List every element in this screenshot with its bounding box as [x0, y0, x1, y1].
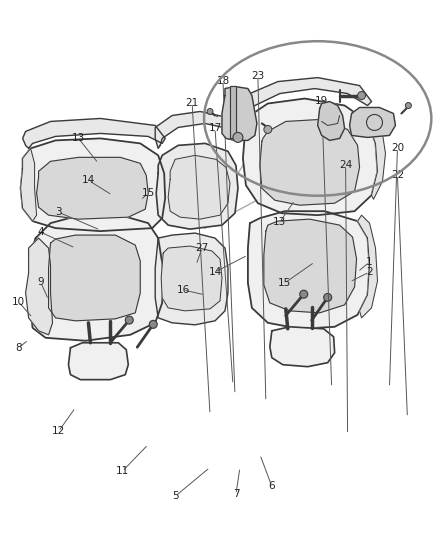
Polygon shape — [49, 235, 140, 321]
Polygon shape — [155, 233, 228, 325]
Polygon shape — [21, 139, 165, 231]
Circle shape — [207, 109, 213, 115]
Polygon shape — [318, 101, 345, 140]
Polygon shape — [28, 215, 162, 341]
Circle shape — [357, 92, 366, 100]
Text: 12: 12 — [52, 426, 65, 437]
Text: 21: 21 — [185, 98, 199, 108]
Circle shape — [125, 316, 133, 324]
Polygon shape — [156, 143, 238, 229]
Text: 3: 3 — [55, 207, 62, 217]
Polygon shape — [222, 86, 257, 140]
Text: 22: 22 — [391, 170, 404, 180]
Polygon shape — [161, 246, 222, 311]
Polygon shape — [243, 99, 378, 215]
Text: 11: 11 — [116, 466, 129, 477]
Text: 14: 14 — [208, 267, 222, 277]
Text: 10: 10 — [12, 297, 25, 307]
Text: 27: 27 — [195, 243, 208, 253]
Polygon shape — [367, 116, 385, 199]
Text: 4: 4 — [37, 227, 44, 237]
Polygon shape — [37, 157, 148, 219]
Text: 14: 14 — [82, 175, 95, 185]
Text: 19: 19 — [315, 95, 328, 106]
Text: 7: 7 — [233, 489, 239, 499]
Polygon shape — [270, 327, 335, 367]
Text: 18: 18 — [216, 76, 230, 86]
Polygon shape — [264, 219, 357, 313]
Text: 2: 2 — [366, 267, 373, 277]
Text: 5: 5 — [172, 491, 178, 501]
Polygon shape — [350, 108, 396, 138]
Circle shape — [300, 290, 308, 298]
Polygon shape — [168, 155, 230, 219]
Circle shape — [324, 294, 332, 302]
Text: 9: 9 — [37, 277, 44, 287]
Text: 24: 24 — [339, 160, 352, 171]
Polygon shape — [23, 118, 165, 148]
Text: 17: 17 — [208, 124, 222, 133]
Text: 16: 16 — [177, 285, 190, 295]
Circle shape — [406, 102, 411, 109]
Polygon shape — [68, 343, 128, 379]
Text: 13: 13 — [72, 133, 85, 143]
Circle shape — [149, 320, 157, 328]
Polygon shape — [230, 86, 236, 139]
Text: 6: 6 — [268, 481, 275, 491]
Polygon shape — [155, 111, 242, 148]
Text: 8: 8 — [15, 343, 22, 353]
Text: 23: 23 — [251, 70, 265, 80]
Polygon shape — [25, 238, 53, 335]
Text: 1: 1 — [366, 257, 373, 267]
Circle shape — [264, 125, 272, 133]
Polygon shape — [357, 215, 378, 318]
Polygon shape — [260, 119, 360, 205]
Polygon shape — [248, 211, 370, 329]
Text: 13: 13 — [273, 217, 286, 227]
Text: 15: 15 — [278, 278, 291, 288]
Text: 15: 15 — [141, 188, 155, 198]
Polygon shape — [243, 78, 371, 116]
Text: 20: 20 — [391, 143, 404, 154]
Circle shape — [233, 132, 243, 142]
Polygon shape — [21, 148, 37, 221]
